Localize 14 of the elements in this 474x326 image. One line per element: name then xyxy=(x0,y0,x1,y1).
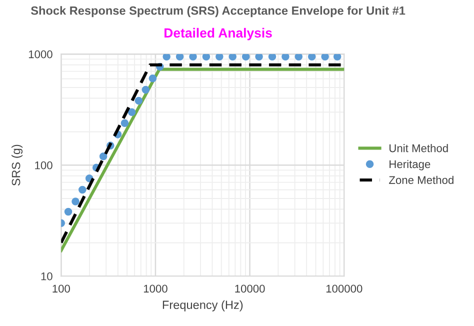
y-axis-title: SRS (g) xyxy=(12,144,23,186)
y-tick-label: 10 xyxy=(41,272,52,280)
y-tick-label: 1000 xyxy=(28,50,52,58)
chart-title: Shock Response Spectrum (SRS) Acceptance Envelope for Unit #1 xyxy=(30,6,406,18)
x-axis-title: Frequency (Hz) xyxy=(162,300,243,312)
legend-label: Unit Method xyxy=(390,144,448,152)
x-tick-label: 1000 xyxy=(144,284,168,293)
legend-label: Heritage xyxy=(390,160,430,170)
x-tick-label: 100000 xyxy=(326,284,362,293)
y-tick-label: 100 xyxy=(35,161,52,170)
x-tick-label: 100 xyxy=(52,284,70,293)
x-tick-label: 10000 xyxy=(235,284,265,293)
legend-label: Zone Method xyxy=(389,176,454,184)
chart-subtitle: Detailed Analysis xyxy=(164,28,272,40)
